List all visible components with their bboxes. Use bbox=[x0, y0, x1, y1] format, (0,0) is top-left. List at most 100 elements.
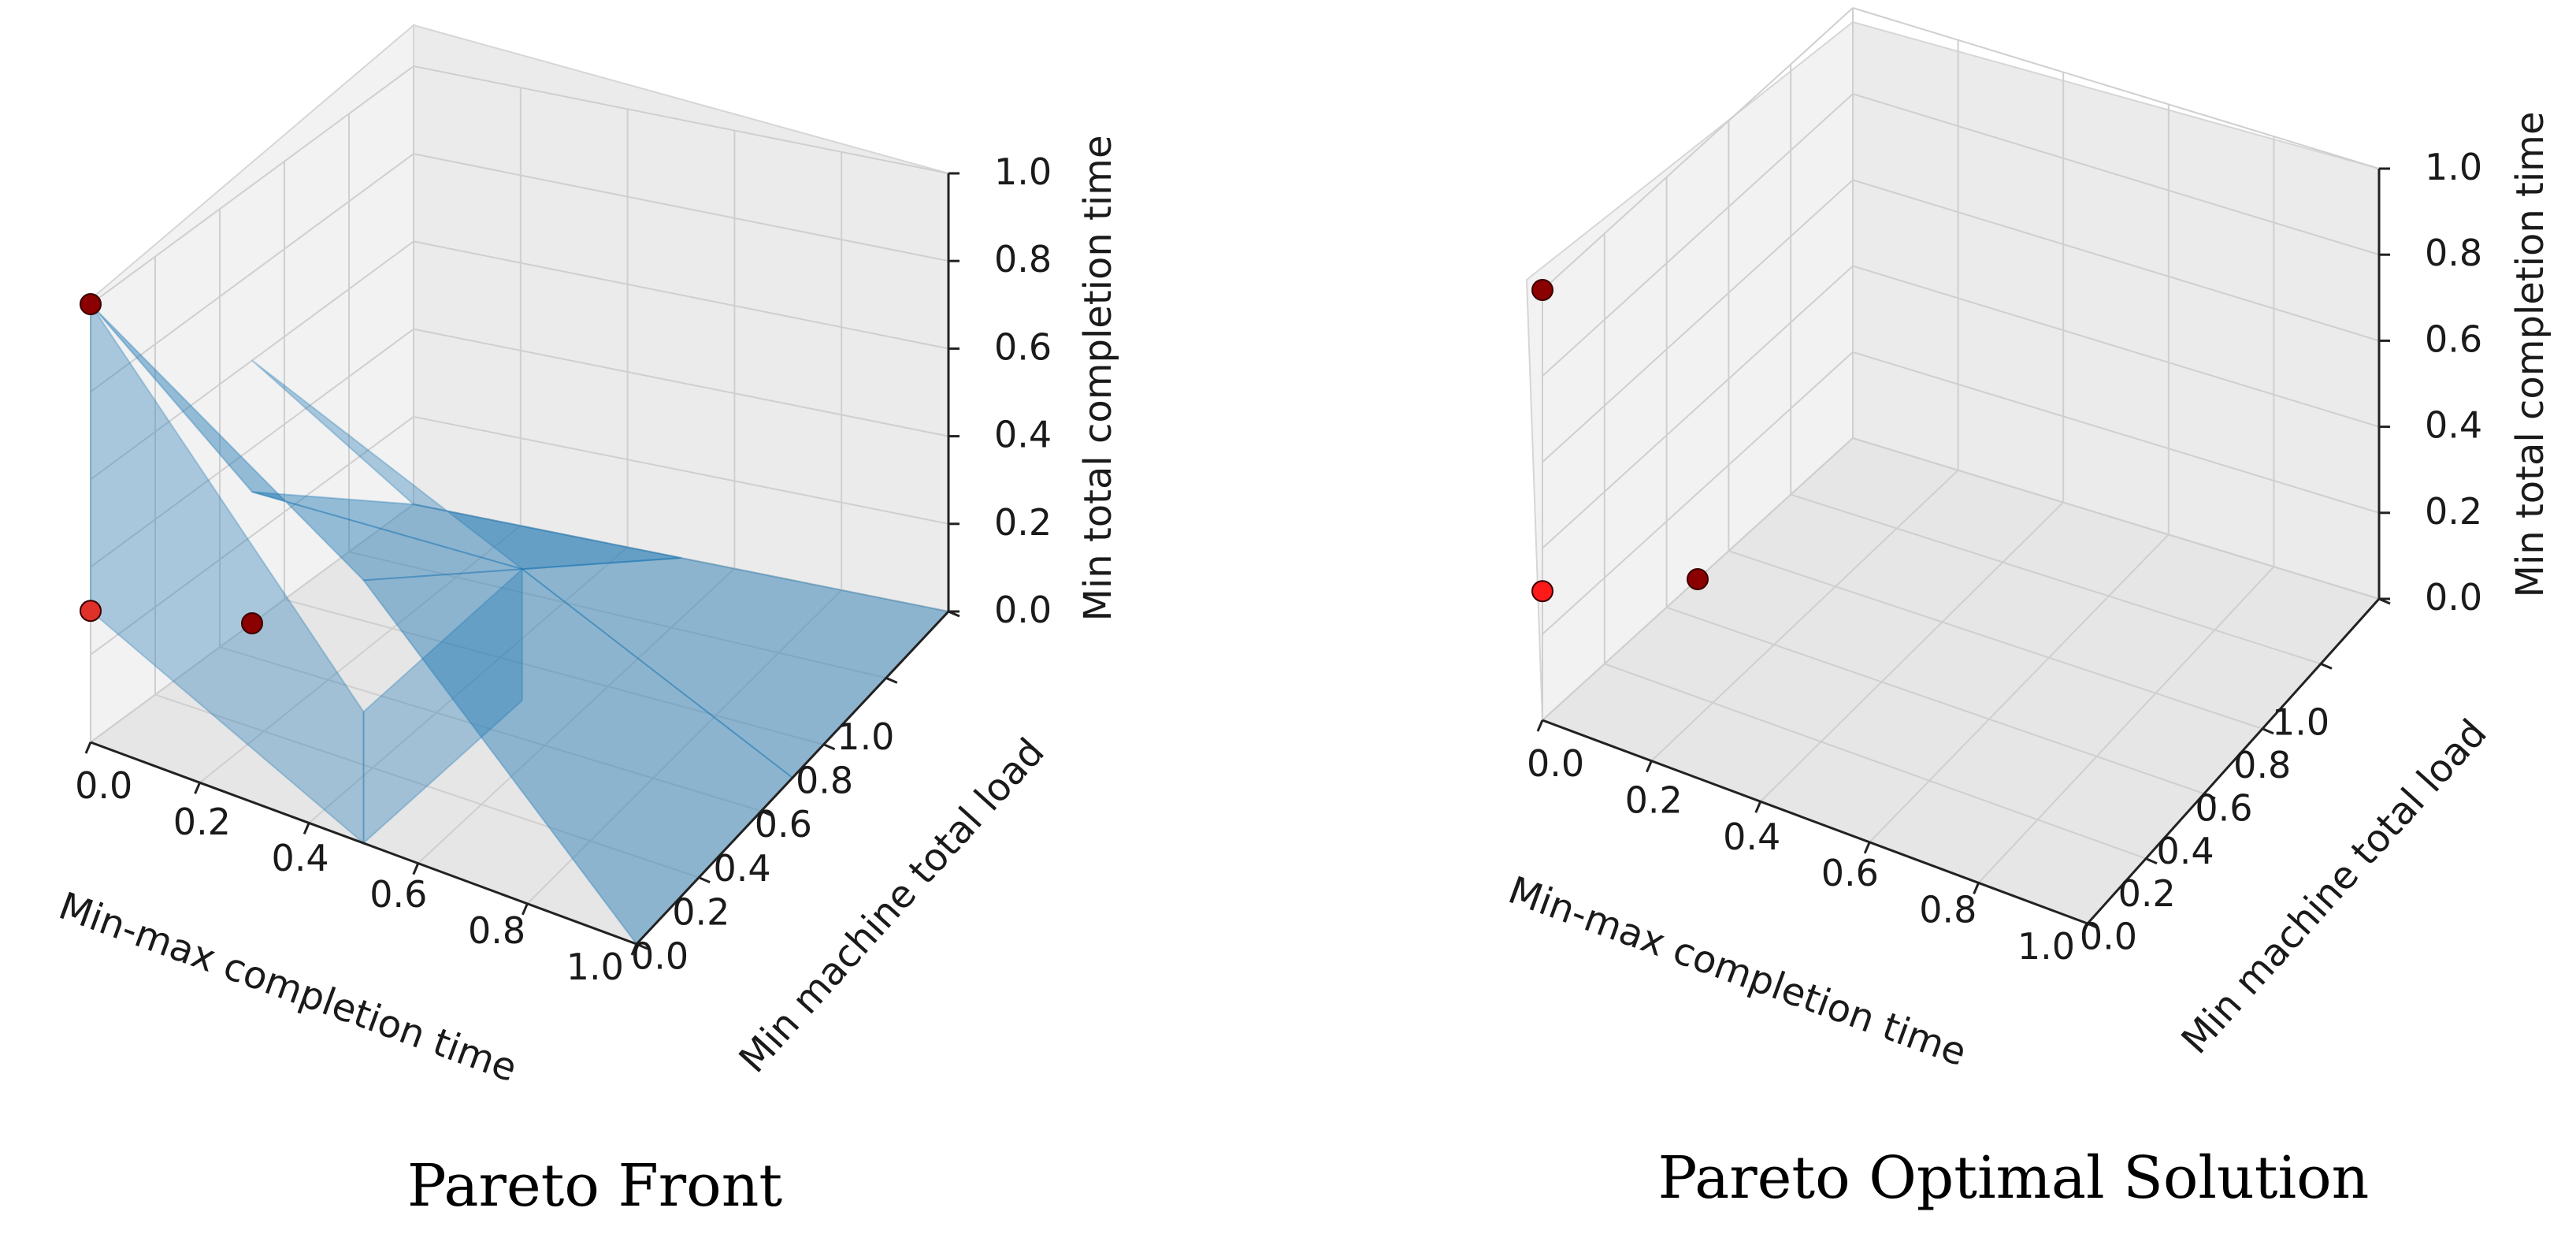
pareto-front-z-tick-label: 0.8 bbox=[994, 238, 1052, 281]
pareto-front-y-tick-mark bbox=[885, 677, 898, 684]
pareto-front-point-1 bbox=[80, 293, 102, 315]
pareto-optimal-x-tick-mark bbox=[1536, 719, 1544, 732]
pareto-front-grid-line bbox=[199, 525, 522, 783]
pareto-optimal-title: Pareto Optimal Solution bbox=[1658, 1144, 2370, 1212]
pareto-front-y-tick-mark bbox=[760, 809, 773, 817]
pareto-front-x-ticks: 0.0 0.2 0.4 0.6 0.8 1.0 bbox=[75, 742, 638, 988]
pareto-optimal-y-tick-label: 0.2 bbox=[2118, 872, 2176, 915]
pareto-optimal-grid-line bbox=[1790, 493, 2322, 665]
pareto-front-x-tick-label: 0.2 bbox=[173, 801, 231, 843]
pareto-front-grid-line bbox=[284, 598, 824, 745]
pareto-optimal-grid-line bbox=[1650, 470, 1959, 762]
pareto-front-surface bbox=[90, 301, 950, 946]
pareto-optimal-grid-line bbox=[1977, 566, 2275, 884]
pareto-optimal-y-tick-label: 0.6 bbox=[2195, 786, 2252, 829]
pareto-front-grid-line bbox=[90, 328, 414, 568]
pareto-front-y-tick-label: 0.8 bbox=[796, 760, 853, 802]
pareto-front-grid-line bbox=[413, 240, 949, 350]
pareto-optimal-x-axis-line bbox=[1542, 719, 2088, 925]
pareto-optimal-x-tick-mark bbox=[1863, 842, 1871, 854]
pareto-front-point-2 bbox=[80, 600, 102, 623]
pareto-front-points bbox=[80, 293, 263, 634]
pareto-optimal-grid-line bbox=[1869, 533, 2170, 843]
pareto-optimal-grid-line bbox=[1852, 437, 2380, 600]
pareto-front-x-tick-mark bbox=[303, 822, 310, 834]
pareto-optimal-y-tick-label: 0.0 bbox=[2080, 916, 2137, 958]
pareto-optimal-grid-line bbox=[1604, 663, 2147, 860]
pareto-front-y-tick-label: 0.2 bbox=[672, 891, 729, 934]
pareto-front-z-ticks: 0.0 0.2 0.4 0.6 0.8 1.0 bbox=[948, 151, 1052, 631]
pareto-optimal-grid-line bbox=[1852, 179, 2380, 342]
pareto-optimal-grid bbox=[1542, 7, 2380, 924]
pareto-optimal-y-tick-mark bbox=[2320, 663, 2333, 670]
pareto-front-surface-sheet bbox=[251, 359, 681, 571]
pareto-optimal-y-tick-label: 1.0 bbox=[2272, 701, 2329, 744]
pareto-optimal-grid-line bbox=[1666, 606, 2205, 795]
pareto-front-y-tick-label: 0.6 bbox=[755, 803, 812, 846]
pareto-front-y-tick-mark bbox=[698, 876, 711, 883]
pareto-optimal-point-2 bbox=[1531, 580, 1553, 603]
pareto-optimal-y-tick-mark bbox=[2087, 922, 2099, 930]
pareto-front-grid-line bbox=[308, 546, 629, 824]
pareto-front-grid-line bbox=[154, 693, 700, 879]
pareto-optimal-z-tick-label: 0.4 bbox=[2425, 404, 2482, 447]
pareto-optimal-z-tick-label: 1.0 bbox=[2425, 146, 2482, 188]
pareto-optimal-y-axis-line bbox=[2086, 597, 2381, 925]
pareto-optimal-z-ticks: 0.0 0.2 0.4 0.6 0.8 1.0 bbox=[2379, 146, 2482, 619]
pareto-front-y-tick-mark bbox=[636, 942, 648, 950]
pareto-front-grid-line bbox=[413, 153, 949, 262]
pareto-optimal-grid-line bbox=[1728, 550, 2263, 730]
pareto-front-grid-line bbox=[348, 551, 887, 679]
pareto-optimal-x-ticks: 0.0 0.2 0.4 0.6 0.8 1.0 bbox=[1527, 719, 2089, 968]
pareto-front-grid-line bbox=[90, 65, 414, 305]
pareto-optimal-x-tick-mark bbox=[1973, 882, 1980, 894]
pareto-optimal-point-3 bbox=[1687, 568, 1709, 590]
pareto-optimal-y-ticks: 0.00.20.40.60.81.0 bbox=[2080, 597, 2391, 958]
pareto-front-surface-patch bbox=[90, 303, 523, 582]
pareto-front-x-tick-label: 0.0 bbox=[75, 764, 132, 807]
pareto-optimal-grid-line bbox=[1852, 265, 2380, 428]
pareto-optimal-z-tick-label: 0.8 bbox=[2425, 232, 2482, 274]
pareto-optimal-x-tick-label: 1.0 bbox=[2017, 925, 2075, 968]
pareto-front-x-tick-mark bbox=[522, 903, 529, 916]
pareto-optimal-x-tick-mark bbox=[1754, 801, 1762, 813]
pareto-front-x-axis-line bbox=[90, 741, 637, 946]
pareto-optimal-points bbox=[1531, 279, 1709, 603]
pareto-optimal-x-tick-label: 0.0 bbox=[1527, 742, 1584, 785]
pareto-front-z-axis-label: Min total completion time bbox=[1076, 136, 1120, 622]
pareto-front-grid-line bbox=[90, 240, 414, 481]
pareto-optimal-x-tick-label: 0.2 bbox=[1625, 779, 1683, 821]
pareto-optimal-z-tick-label: 0.6 bbox=[2425, 318, 2482, 360]
pareto-front-grid-line bbox=[526, 589, 842, 905]
pareto-front-x-tick-mark bbox=[84, 742, 92, 754]
pareto-front-grid-line bbox=[90, 153, 414, 393]
pareto-front-x-tick-label: 0.8 bbox=[468, 909, 525, 952]
pareto-optimal-axis-lines bbox=[1542, 169, 2381, 925]
pareto-front-grid-line bbox=[413, 504, 949, 612]
pareto-front-grid-line bbox=[219, 646, 762, 812]
pareto-optimal-grid-line bbox=[1852, 93, 2380, 256]
pareto-front-y-tick-label: 0.0 bbox=[631, 935, 689, 977]
pareto-optimal-z-tick-label: 0.0 bbox=[2425, 576, 2482, 619]
pareto-front-y-axis-line bbox=[635, 610, 950, 946]
pareto-front-grid-line bbox=[90, 415, 414, 656]
pareto-front-grid-line bbox=[413, 328, 949, 437]
pareto-front-z-tick-label: 0.2 bbox=[994, 501, 1052, 544]
pareto-optimal-y-tick-mark bbox=[2203, 792, 2216, 800]
pareto-optimal-grid-line bbox=[1760, 501, 2064, 802]
pareto-optimal-x-tick-label: 0.6 bbox=[1821, 852, 1879, 894]
pareto-optimal-z-tick-label: 0.2 bbox=[2425, 490, 2482, 533]
pareto-optimal-z-axis-label: Min total completion time bbox=[2508, 112, 2552, 598]
pareto-front-plot: 0.00.20.40.60.81.0 0.00.20.40.60.81.0 0.… bbox=[53, 23, 1120, 1220]
pareto-optimal-y-tick-label: 0.4 bbox=[2157, 830, 2214, 872]
pareto-front-x-axis-label: Min-max completion time bbox=[53, 884, 522, 1091]
pareto-front-z-tick-label: 1.0 bbox=[994, 151, 1052, 193]
pareto-optimal-y-tick-label: 0.8 bbox=[2233, 744, 2291, 786]
pareto-optimal-grid-line bbox=[1852, 351, 2380, 514]
pareto-front-x-tick-label: 0.6 bbox=[369, 873, 427, 916]
pareto-front-y-tick-label: 1.0 bbox=[837, 715, 894, 758]
pareto-front-grid-line bbox=[418, 567, 736, 864]
pareto-optimal-point-1 bbox=[1531, 279, 1553, 301]
pareto-front-point-3 bbox=[241, 612, 263, 634]
